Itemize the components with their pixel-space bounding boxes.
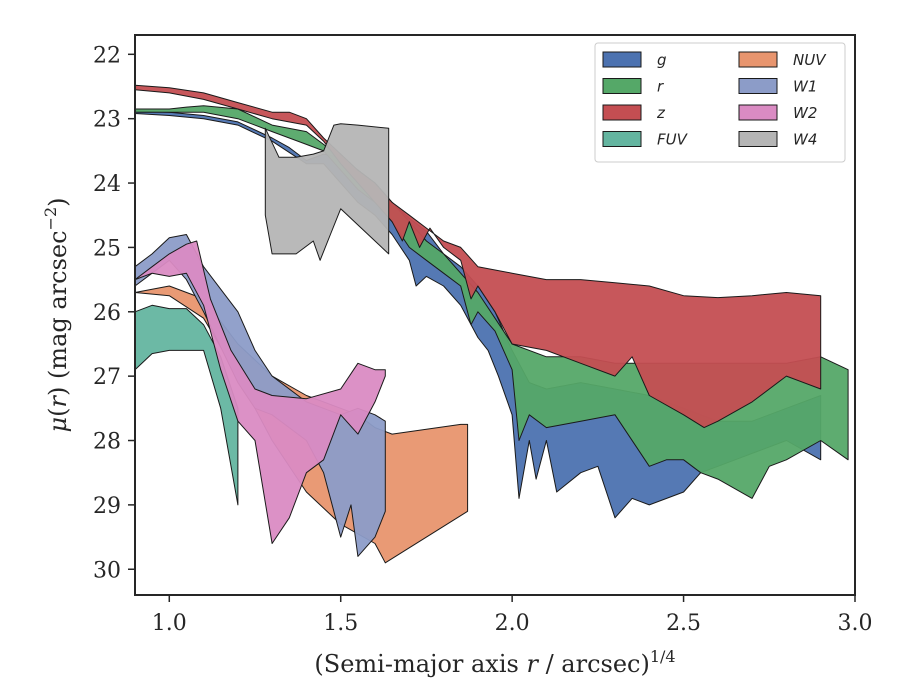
y-tick-label: 29 [93, 494, 121, 519]
y-axis-label-exponent: −2 [41, 207, 60, 231]
x-tick-label: 3.0 [838, 611, 873, 636]
y-axis-label-close: ) [44, 197, 72, 206]
y-axis-ticks: 22 23 24 25 26 27 28 29 30 [93, 43, 135, 583]
legend-label-g: g [657, 51, 667, 69]
y-axis-label-open: ( [44, 408, 72, 417]
band-fuv [134, 304, 239, 506]
y-axis-label-mu: μ [44, 417, 72, 433]
band-w4 [264, 123, 390, 261]
series-bands [134, 84, 849, 564]
y-tick-label: 24 [93, 172, 121, 197]
legend-label-z: z [656, 104, 666, 122]
plot-frame [134, 34, 856, 596]
legend-swatch-nuv [738, 51, 778, 68]
legend-swatch-w2 [738, 104, 778, 121]
x-tick-label: 1.5 [323, 611, 358, 636]
legend-swatch-w1 [738, 78, 778, 94]
y-axis-label-var: r [44, 395, 72, 408]
legend-label-w1: W1 [793, 78, 817, 96]
y-tick-label: 25 [93, 236, 121, 261]
x-tick-label: 1.0 [152, 611, 187, 636]
x-tick-label: 2.0 [495, 611, 530, 636]
legend-swatch-w4 [738, 131, 778, 147]
legend-frame [594, 42, 846, 163]
legend-label-nuv: NUV [793, 51, 827, 69]
x-axis-label-var: r [526, 650, 539, 678]
x-axis-label: (Semi-major axis r / arcsec)1/4 [314, 647, 675, 678]
x-axis-ticks: 1.0 1.5 2.0 2.5 3.0 [152, 595, 873, 636]
legend-swatch-z [602, 104, 642, 121]
x-axis-label-suffix: / arcsec) [538, 650, 650, 678]
x-axis-label-exponent: 1/4 [650, 647, 676, 666]
legend-swatch-fuv [602, 131, 642, 147]
legend-label-w4: W4 [793, 131, 817, 149]
legend: grz FUV NUV W1 W2 W4 [594, 42, 846, 163]
y-tick-label: 22 [93, 43, 121, 68]
x-tick-label: 2.5 [666, 611, 701, 636]
legend-label-r: r [657, 78, 664, 96]
legend-swatch-g [602, 51, 642, 68]
band-w2 [134, 240, 386, 544]
y-axis-label: μ(r) (mag arcsec−2) [41, 197, 72, 432]
legend-swatch-r [602, 78, 642, 94]
y-tick-label: 26 [93, 301, 121, 326]
y-tick-label: 27 [93, 365, 121, 390]
y-tick-label: 28 [93, 430, 121, 455]
y-tick-label: 23 [93, 108, 121, 133]
legend-label-w2: W2 [793, 104, 817, 122]
y-axis-label-suffix: ) (mag arcsec [44, 230, 72, 396]
legend-label-fuv: FUV [657, 131, 689, 149]
y-tick-label: 30 [93, 558, 121, 583]
x-axis-label-prefix: (Semi-major axis [314, 650, 526, 678]
